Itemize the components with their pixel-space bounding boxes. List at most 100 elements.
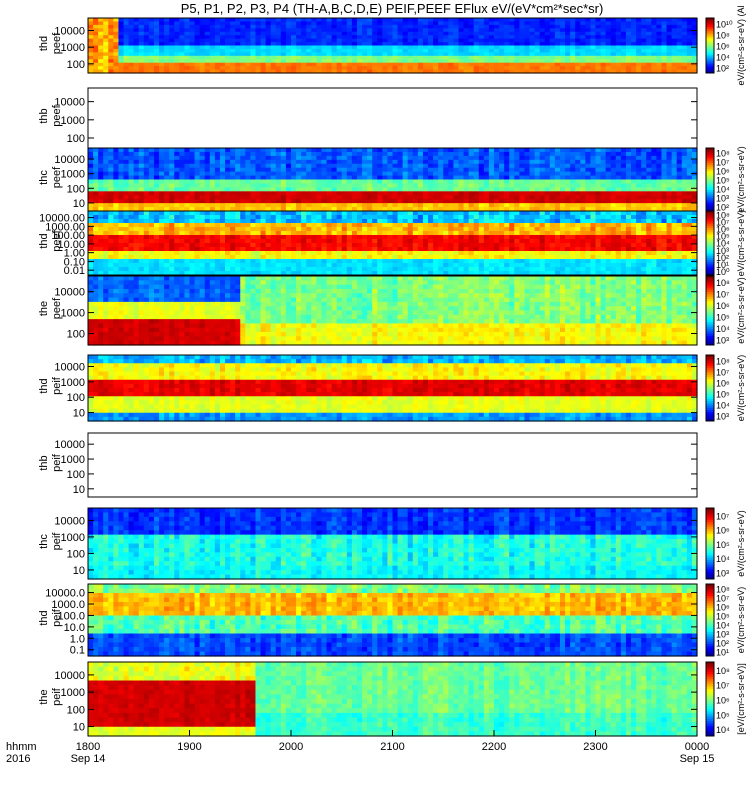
spectrogram-cell bbox=[469, 176, 475, 181]
spectrogram-cell bbox=[113, 263, 119, 268]
spectrogram-cell bbox=[118, 63, 124, 67]
spectrogram-cell bbox=[276, 172, 282, 177]
spectrogram-cell bbox=[124, 223, 130, 228]
spectrogram-cell bbox=[169, 46, 175, 50]
spectrogram-cell bbox=[580, 187, 586, 192]
spectrogram-cell bbox=[210, 49, 216, 53]
spectrogram-cell bbox=[164, 251, 170, 256]
spectrogram-cell bbox=[641, 172, 647, 177]
spectrogram-cell bbox=[286, 21, 292, 25]
spectrogram-cell bbox=[555, 180, 561, 185]
spectrogram-cell bbox=[149, 160, 155, 165]
spectrogram-cell bbox=[266, 32, 272, 36]
spectrogram-cell bbox=[154, 172, 160, 177]
spectrogram-cell bbox=[266, 259, 272, 264]
spectrogram-cell bbox=[210, 219, 216, 224]
spectrogram-cell bbox=[179, 259, 185, 264]
spectrogram-cell bbox=[601, 183, 607, 188]
spectrogram-cell bbox=[210, 35, 216, 39]
spectrogram-cell bbox=[382, 160, 388, 165]
spectrogram-cell bbox=[651, 59, 657, 63]
spectrogram-cell bbox=[179, 219, 185, 224]
spectrogram-cell bbox=[621, 21, 627, 25]
spectrogram-cell bbox=[327, 231, 333, 236]
spectrogram-cell bbox=[321, 164, 327, 169]
spectrogram-cell bbox=[149, 21, 155, 25]
spectrogram-cell bbox=[124, 172, 130, 177]
spectrogram-cell bbox=[530, 168, 536, 173]
spectrogram-cell bbox=[580, 152, 586, 157]
spectrogram-cell bbox=[118, 180, 124, 185]
spectrogram-cell bbox=[332, 59, 338, 63]
spectrogram-cell bbox=[230, 235, 236, 240]
spectrogram-cell bbox=[382, 223, 388, 228]
spectrogram-cell bbox=[474, 63, 480, 67]
spectrogram-cell bbox=[514, 49, 520, 53]
spectrogram-cell bbox=[332, 255, 338, 260]
spectrogram-cell bbox=[641, 168, 647, 173]
spectrogram-cell bbox=[205, 255, 211, 260]
spectrogram-cell bbox=[321, 160, 327, 165]
spectrogram-cell bbox=[342, 21, 348, 25]
spectrogram-cell bbox=[408, 56, 414, 60]
spectrogram-cell bbox=[311, 168, 317, 173]
spectrogram-cell bbox=[418, 176, 424, 181]
spectrogram-cell bbox=[504, 18, 510, 22]
spectrogram-cell bbox=[342, 56, 348, 60]
spectrogram-cell bbox=[337, 219, 343, 224]
spectrogram-cell bbox=[103, 187, 109, 192]
spectrogram-cell bbox=[672, 35, 678, 39]
spectrogram-cell bbox=[245, 59, 251, 63]
spectrogram-cell bbox=[519, 203, 525, 208]
spectrogram-cell bbox=[195, 56, 201, 60]
spectrogram-cell bbox=[438, 59, 444, 63]
spectrogram-cell bbox=[88, 180, 94, 185]
spectrogram-cell bbox=[484, 156, 490, 161]
spectrogram-cell bbox=[661, 59, 667, 63]
spectrogram-cell bbox=[469, 18, 475, 22]
spectrogram-cell bbox=[494, 164, 500, 169]
spectrogram-cell bbox=[215, 152, 221, 157]
spectrogram-cell bbox=[428, 172, 434, 177]
spectrogram-cell bbox=[93, 227, 99, 232]
spectrogram-cell bbox=[601, 168, 607, 173]
spectrogram-cell bbox=[403, 183, 409, 188]
spectrogram-cell bbox=[255, 219, 261, 224]
spectrogram-cell bbox=[565, 56, 571, 60]
spectrogram-cell bbox=[174, 235, 180, 240]
spectrogram-cell bbox=[560, 18, 566, 22]
spectrogram-cell bbox=[164, 239, 170, 244]
spectrogram-cell bbox=[347, 267, 353, 272]
spectrogram-cell bbox=[535, 164, 541, 169]
spectrogram-cell bbox=[174, 59, 180, 63]
spectrogram-cell bbox=[93, 152, 99, 157]
spectrogram-cell bbox=[403, 211, 409, 216]
spectrogram-cell bbox=[494, 199, 500, 204]
spectrogram-cell bbox=[448, 46, 454, 50]
spectrogram-cell bbox=[255, 243, 261, 248]
spectrogram-cell bbox=[174, 183, 180, 188]
spectrogram-cell bbox=[271, 180, 277, 185]
spectrogram-cell bbox=[372, 235, 378, 240]
spectrogram-cell bbox=[499, 172, 505, 177]
spectrogram-cell bbox=[184, 259, 190, 264]
spectrogram-cell bbox=[154, 239, 160, 244]
spectrogram-cell bbox=[626, 59, 632, 63]
spectrogram-cell bbox=[88, 35, 94, 39]
spectrogram-cell bbox=[245, 164, 251, 169]
spectrogram-cell bbox=[530, 183, 536, 188]
spectrogram-cell bbox=[164, 148, 170, 153]
spectrogram-cell bbox=[651, 35, 657, 39]
spectrogram-cell bbox=[347, 239, 353, 244]
spectrogram-cell bbox=[601, 35, 607, 39]
spectrogram-cell bbox=[367, 49, 373, 53]
spectrogram-cell bbox=[377, 180, 383, 185]
spectrogram-cell bbox=[139, 59, 145, 63]
spectrogram-cell bbox=[494, 28, 500, 32]
spectrogram-cell bbox=[210, 59, 216, 63]
spectrogram-cell bbox=[570, 191, 576, 196]
spectrogram-cell bbox=[555, 183, 561, 188]
spectrogram-cell bbox=[205, 203, 211, 208]
spectrogram-cell bbox=[301, 35, 307, 39]
spectrogram-cell bbox=[626, 156, 632, 161]
